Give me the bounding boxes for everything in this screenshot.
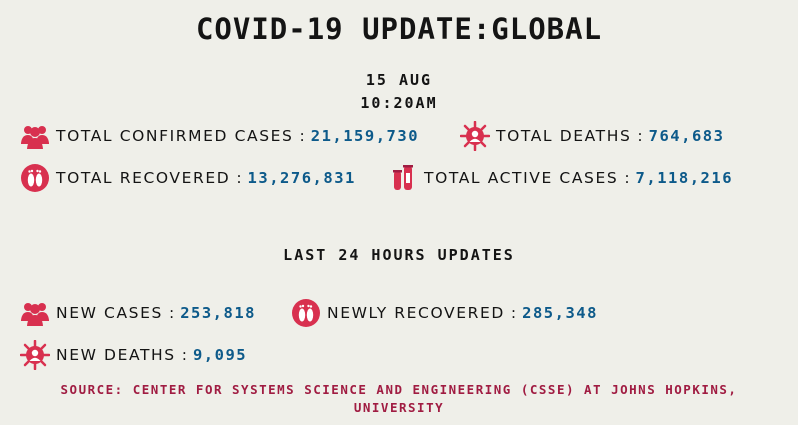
stat-value: 13,276,831 (247, 169, 356, 187)
stat-new-cases: NEW CASES : 253,818 (20, 298, 256, 328)
stat-label: NEWLY RECOVERED (327, 304, 505, 322)
stat-total-confirmed: TOTAL CONFIRMED CASES : 21,159,730 (20, 121, 419, 151)
stat-total-recovered: TOTAL RECOVERED : 13,276,831 (20, 163, 356, 193)
people-group-icon (20, 298, 50, 328)
page-title: COVID-19 UPDATE:GLOBAL (195, 12, 603, 46)
footprints-icon (291, 298, 321, 328)
virus-deaths-icon (460, 121, 490, 151)
update-time: 10:20AM (360, 94, 438, 112)
people-group-icon (20, 121, 50, 151)
update-date: 15 AUG (365, 71, 433, 89)
stat-new-deaths: NEW DEATHS : 9,095 (20, 340, 247, 370)
stat-label: NEW CASES (56, 304, 163, 322)
source-line-1: SOURCE: CENTER FOR SYSTEMS SCIENCE AND E… (60, 382, 738, 397)
test-tubes-icon (388, 163, 418, 193)
stat-label: NEW DEATHS (56, 346, 176, 364)
stat-value: 764,683 (648, 127, 725, 145)
source-line-2: UNIVERSITY (353, 400, 445, 415)
stat-label: TOTAL CONFIRMED CASES (56, 127, 294, 145)
stat-value: 9,095 (192, 346, 248, 364)
stat-total-deaths: TOTAL DEATHS : 764,683 (460, 121, 724, 151)
section-title: LAST 24 HOURS UPDATES (283, 246, 515, 264)
source-attribution: SOURCE: CENTER FOR SYSTEMS SCIENCE AND E… (0, 381, 798, 417)
stat-label: TOTAL RECOVERED (56, 169, 231, 187)
stat-label: TOTAL ACTIVE CASES (424, 169, 619, 187)
stat-label: TOTAL DEATHS (496, 127, 632, 145)
stat-value: 285,348 (522, 304, 598, 322)
stat-value: 21,159,730 (310, 127, 420, 145)
stat-total-active: TOTAL ACTIVE CASES : 7,118,216 (388, 163, 733, 193)
stat-value: 7,118,216 (635, 169, 734, 187)
stat-value: 253,818 (180, 304, 257, 322)
virus-deaths-icon (20, 340, 50, 370)
stat-newly-recovered: NEWLY RECOVERED : 285,348 (291, 298, 598, 328)
footprints-icon (20, 163, 50, 193)
